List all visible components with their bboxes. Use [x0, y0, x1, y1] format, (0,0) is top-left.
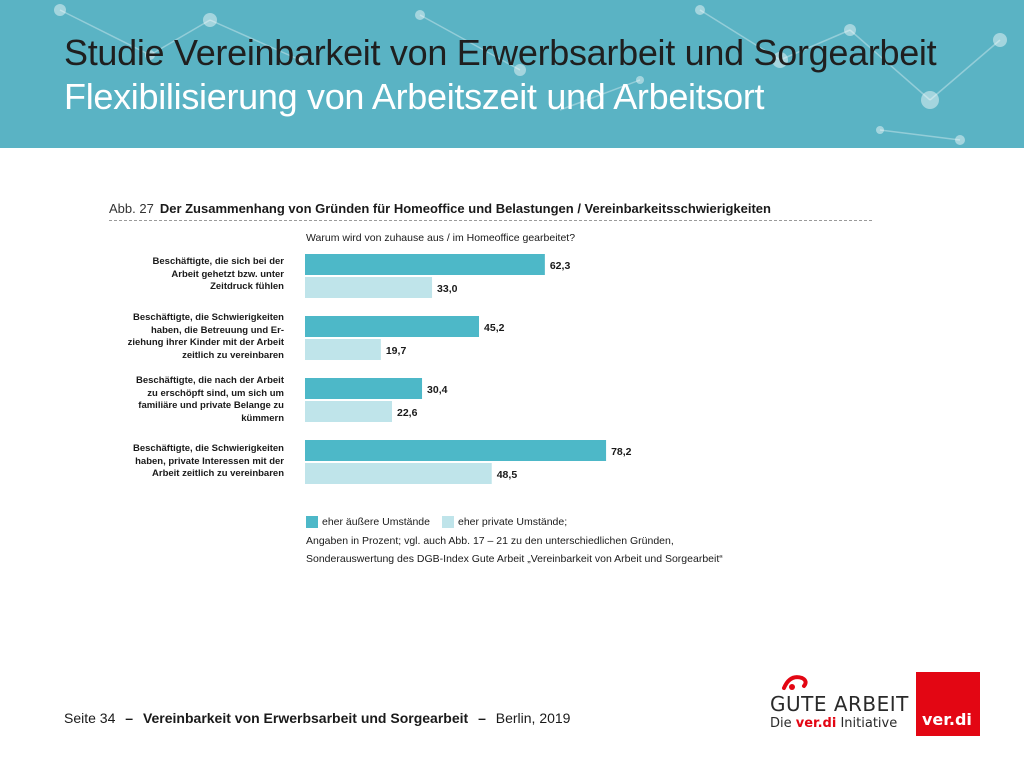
legend-label-outer: eher äußere Umstände [322, 516, 430, 528]
bar-private-2 [305, 339, 381, 360]
category-label-line: Beschäftigte, die nach der Arbeit [136, 375, 284, 386]
value-label-private-3: 22,6 [397, 407, 418, 419]
category-label-4: Beschäftigte, die Schwierigkeiten haben,… [104, 443, 284, 481]
verdi-logo: ver.di [916, 672, 980, 736]
category-label-line: Beschäftigte, die Schwierigkeiten [133, 312, 284, 323]
category-label-line: Arbeit gehetzt bzw. unter [171, 268, 284, 280]
subline-brand: ver.di [795, 716, 837, 731]
category-label-line: Beschäftigte, die Schwierigkeiten [133, 443, 284, 454]
bar-outer-1 [305, 254, 545, 275]
category-label-2: Beschäftigte, die Schwierigkeiten haben,… [104, 312, 284, 362]
page-title: Studie Vereinbarkeit von Erwerbsarbeit u… [64, 32, 937, 73]
value-label-private-1: 33,0 [437, 283, 458, 295]
chart-question: Warum wird von zuhause aus / im Homeoffi… [306, 232, 576, 244]
category-label-3: Beschäftigte, die nach der Arbeit zu ers… [104, 375, 284, 425]
value-label-private-4: 48,5 [497, 469, 518, 481]
gute-arbeit-swirl-icon [782, 675, 808, 690]
value-label-outer-1: 62,3 [550, 260, 571, 272]
category-label-line: Arbeit zeitlich zu vereinbaren [152, 468, 284, 479]
category-label-line: haben, private Interessen mit der [135, 455, 284, 467]
bar-outer-4 [305, 440, 607, 461]
value-label-outer-2: 45,2 [484, 322, 505, 334]
footer-separator: – [125, 710, 134, 726]
category-label-line: ziehung ihrer Kinder mit der Arbeit [127, 337, 284, 348]
page-subtitle: Flexibilisierung von Arbeitszeit und Arb… [64, 76, 765, 117]
gute-arbeit-logo: GUTE ARBEIT Die ver.di Initiative [770, 672, 908, 734]
category-label-line: kümmern [241, 412, 284, 424]
verdi-wordmark: ver.di [922, 710, 972, 729]
legend-swatch-private [442, 516, 454, 528]
footer-title: Vereinbarkeit von Erwerbsarbeit und Sorg… [142, 710, 469, 726]
category-label-line: Zeitdruck fühlen [210, 281, 284, 292]
category-label-line: haben, die Betreuung und Er- [150, 324, 284, 336]
value-label-outer-4: 78,2 [611, 446, 632, 458]
subline-suffix: Initiative [840, 716, 898, 731]
subline-prefix: Die [770, 716, 792, 731]
chart-title: Der Zusammenhang von Gründen für Homeoff… [159, 201, 771, 216]
bar-outer-2 [305, 316, 480, 337]
bar-private-3 [305, 401, 393, 422]
gute-arbeit-subline: Die ver.di Initiative [770, 716, 897, 731]
gute-arbeit-wordmark: GUTE ARBEIT [770, 692, 909, 716]
category-label-1: Beschäftigte, die sich bei der Arbeit ge… [104, 256, 284, 294]
category-label-line: zu erschöpft sind, um sich um [147, 387, 284, 399]
footer: Seite 34 – Vereinbarkeit von Erwerbsarbe… [64, 710, 570, 726]
caption-divider [109, 220, 872, 221]
category-label-line: zeitlich zu vereinbaren [182, 349, 284, 361]
chart-source: Sonderauswertung des DGB-Index Gute Arbe… [306, 553, 723, 565]
category-label-line: Beschäftigte, die sich bei der [152, 256, 284, 267]
legend-label-private: eher private Umstände; [458, 516, 568, 528]
value-label-private-2: 19,7 [386, 345, 407, 357]
bar-outer-3 [305, 378, 423, 399]
footer-place-year: Berlin, 2019 [495, 710, 571, 726]
figure-caption: Abb. 27 Der Zusammenhang von Gründen für … [109, 201, 771, 216]
header-banner: Studie Vereinbarkeit von Erwerbsarbeit u… [0, 0, 1024, 148]
category-label-line: familiäre und private Belange zu [138, 400, 284, 411]
page-number: Seite 34 [64, 710, 116, 726]
legend-swatch-outer [306, 516, 318, 528]
figure-number: Abb. 27 [109, 201, 154, 216]
bar-private-1 [305, 277, 433, 298]
footer-separator: – [478, 710, 486, 726]
network-decoration [54, 4, 1007, 145]
bar-private-4 [305, 463, 492, 484]
chart-note: Angaben in Prozent; vgl. auch Abb. 17 – … [306, 535, 674, 547]
value-label-outer-3: 30,4 [427, 384, 448, 396]
